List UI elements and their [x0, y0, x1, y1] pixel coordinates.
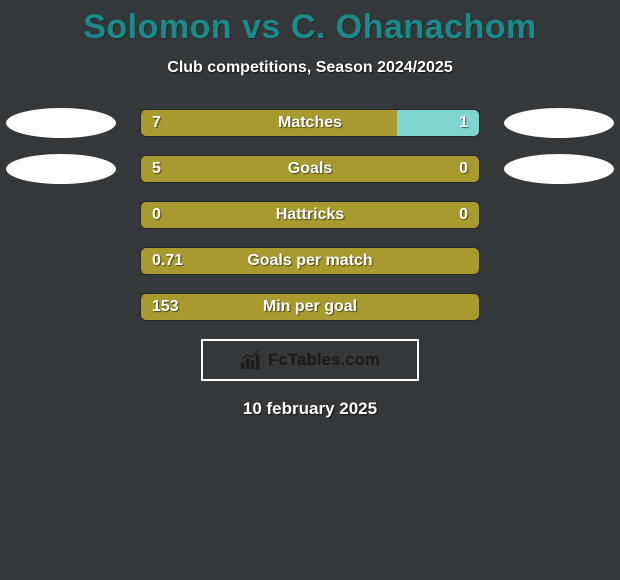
metric-label: Min per goal	[140, 293, 480, 321]
stat-row: 0.71Goals per match	[0, 247, 620, 277]
player-right-ellipse	[504, 108, 614, 138]
player-left-ellipse	[6, 154, 116, 184]
stats-container: 71Matches 50Goals 00Hattricks 0.71Goals per…	[0, 109, 620, 323]
stat-row: 00Hattricks	[0, 201, 620, 231]
player-left-ellipse	[6, 108, 116, 138]
chart-icon	[240, 350, 262, 370]
metric-label: Goals per match	[140, 247, 480, 275]
date-text: 10 february 2025	[0, 399, 620, 419]
stat-row: 153Min per goal	[0, 293, 620, 323]
metric-label: Matches	[140, 109, 480, 137]
metric-label: Hattricks	[140, 201, 480, 229]
stat-row: 71Matches	[0, 109, 620, 139]
player-right-ellipse	[504, 154, 614, 184]
metric-label: Goals	[140, 155, 480, 183]
brand-box: FcTables.com	[201, 339, 419, 381]
stat-row: 50Goals	[0, 155, 620, 185]
brand-text: FcTables.com	[268, 350, 380, 370]
page-title: Solomon vs C. Ohanachom	[0, 0, 620, 47]
subtitle: Club competitions, Season 2024/2025	[0, 59, 620, 77]
